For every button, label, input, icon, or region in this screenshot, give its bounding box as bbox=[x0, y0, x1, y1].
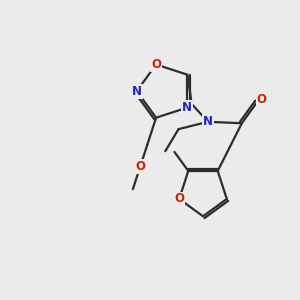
Text: O: O bbox=[256, 93, 267, 106]
Text: N: N bbox=[203, 115, 213, 128]
Text: O: O bbox=[151, 58, 161, 71]
Text: N: N bbox=[182, 101, 192, 114]
Text: O: O bbox=[174, 193, 184, 206]
Text: N: N bbox=[132, 85, 142, 98]
Text: O: O bbox=[135, 160, 145, 173]
